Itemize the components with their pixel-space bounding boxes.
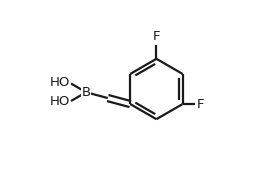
Text: F: F <box>153 30 160 43</box>
Text: HO: HO <box>49 76 70 89</box>
Text: HO: HO <box>49 95 70 108</box>
Text: F: F <box>197 98 205 111</box>
Text: B: B <box>81 86 91 99</box>
